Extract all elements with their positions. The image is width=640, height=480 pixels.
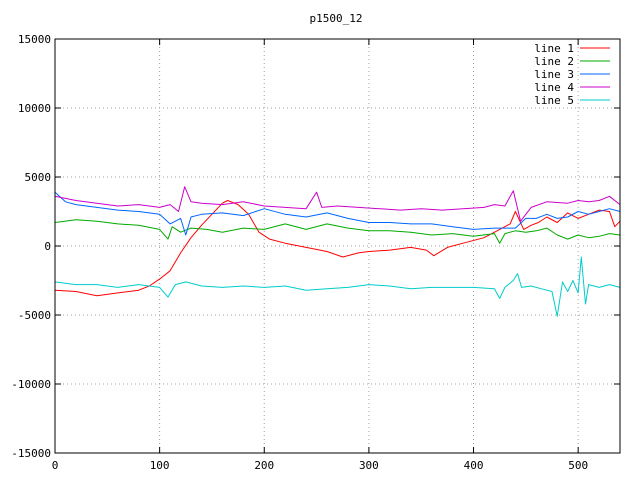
y-tick-label: 0: [44, 240, 51, 253]
legend-label-2: line 2: [534, 55, 574, 68]
x-tick-label: 400: [464, 459, 484, 472]
x-tick-label: 0: [52, 459, 59, 472]
legend-label-5: line 5: [534, 94, 574, 107]
y-tick-label: -5000: [18, 309, 51, 322]
series-line-5: [54, 256, 621, 317]
series-line-3: [54, 191, 621, 236]
series-line-1: [54, 200, 621, 297]
y-tick-label: -15000: [11, 447, 51, 460]
y-tick-label: 15000: [18, 33, 51, 46]
y-tick-label: 5000: [25, 171, 52, 184]
x-tick-label: 300: [359, 459, 379, 472]
series-line-4: [54, 186, 621, 222]
series-lines: [54, 186, 621, 317]
x-tick-label: 100: [150, 459, 170, 472]
x-tick-label: 200: [254, 459, 274, 472]
chart-title: p1500_12: [310, 12, 363, 25]
series-line-2: [54, 219, 621, 244]
y-tick-label: 10000: [18, 102, 51, 115]
y-tick-label: -10000: [11, 378, 51, 391]
grid-lines: [55, 39, 620, 453]
axis-ticks: 0 100 200 300 400 500 -15000 -10000 -5000 0 5000 10…: [11, 33, 620, 472]
legend-label-1: line 1: [534, 42, 574, 55]
x-tick-label: 500: [568, 459, 588, 472]
legend-label-3: line 3: [534, 68, 574, 81]
legend-label-4: line 4: [534, 81, 574, 94]
